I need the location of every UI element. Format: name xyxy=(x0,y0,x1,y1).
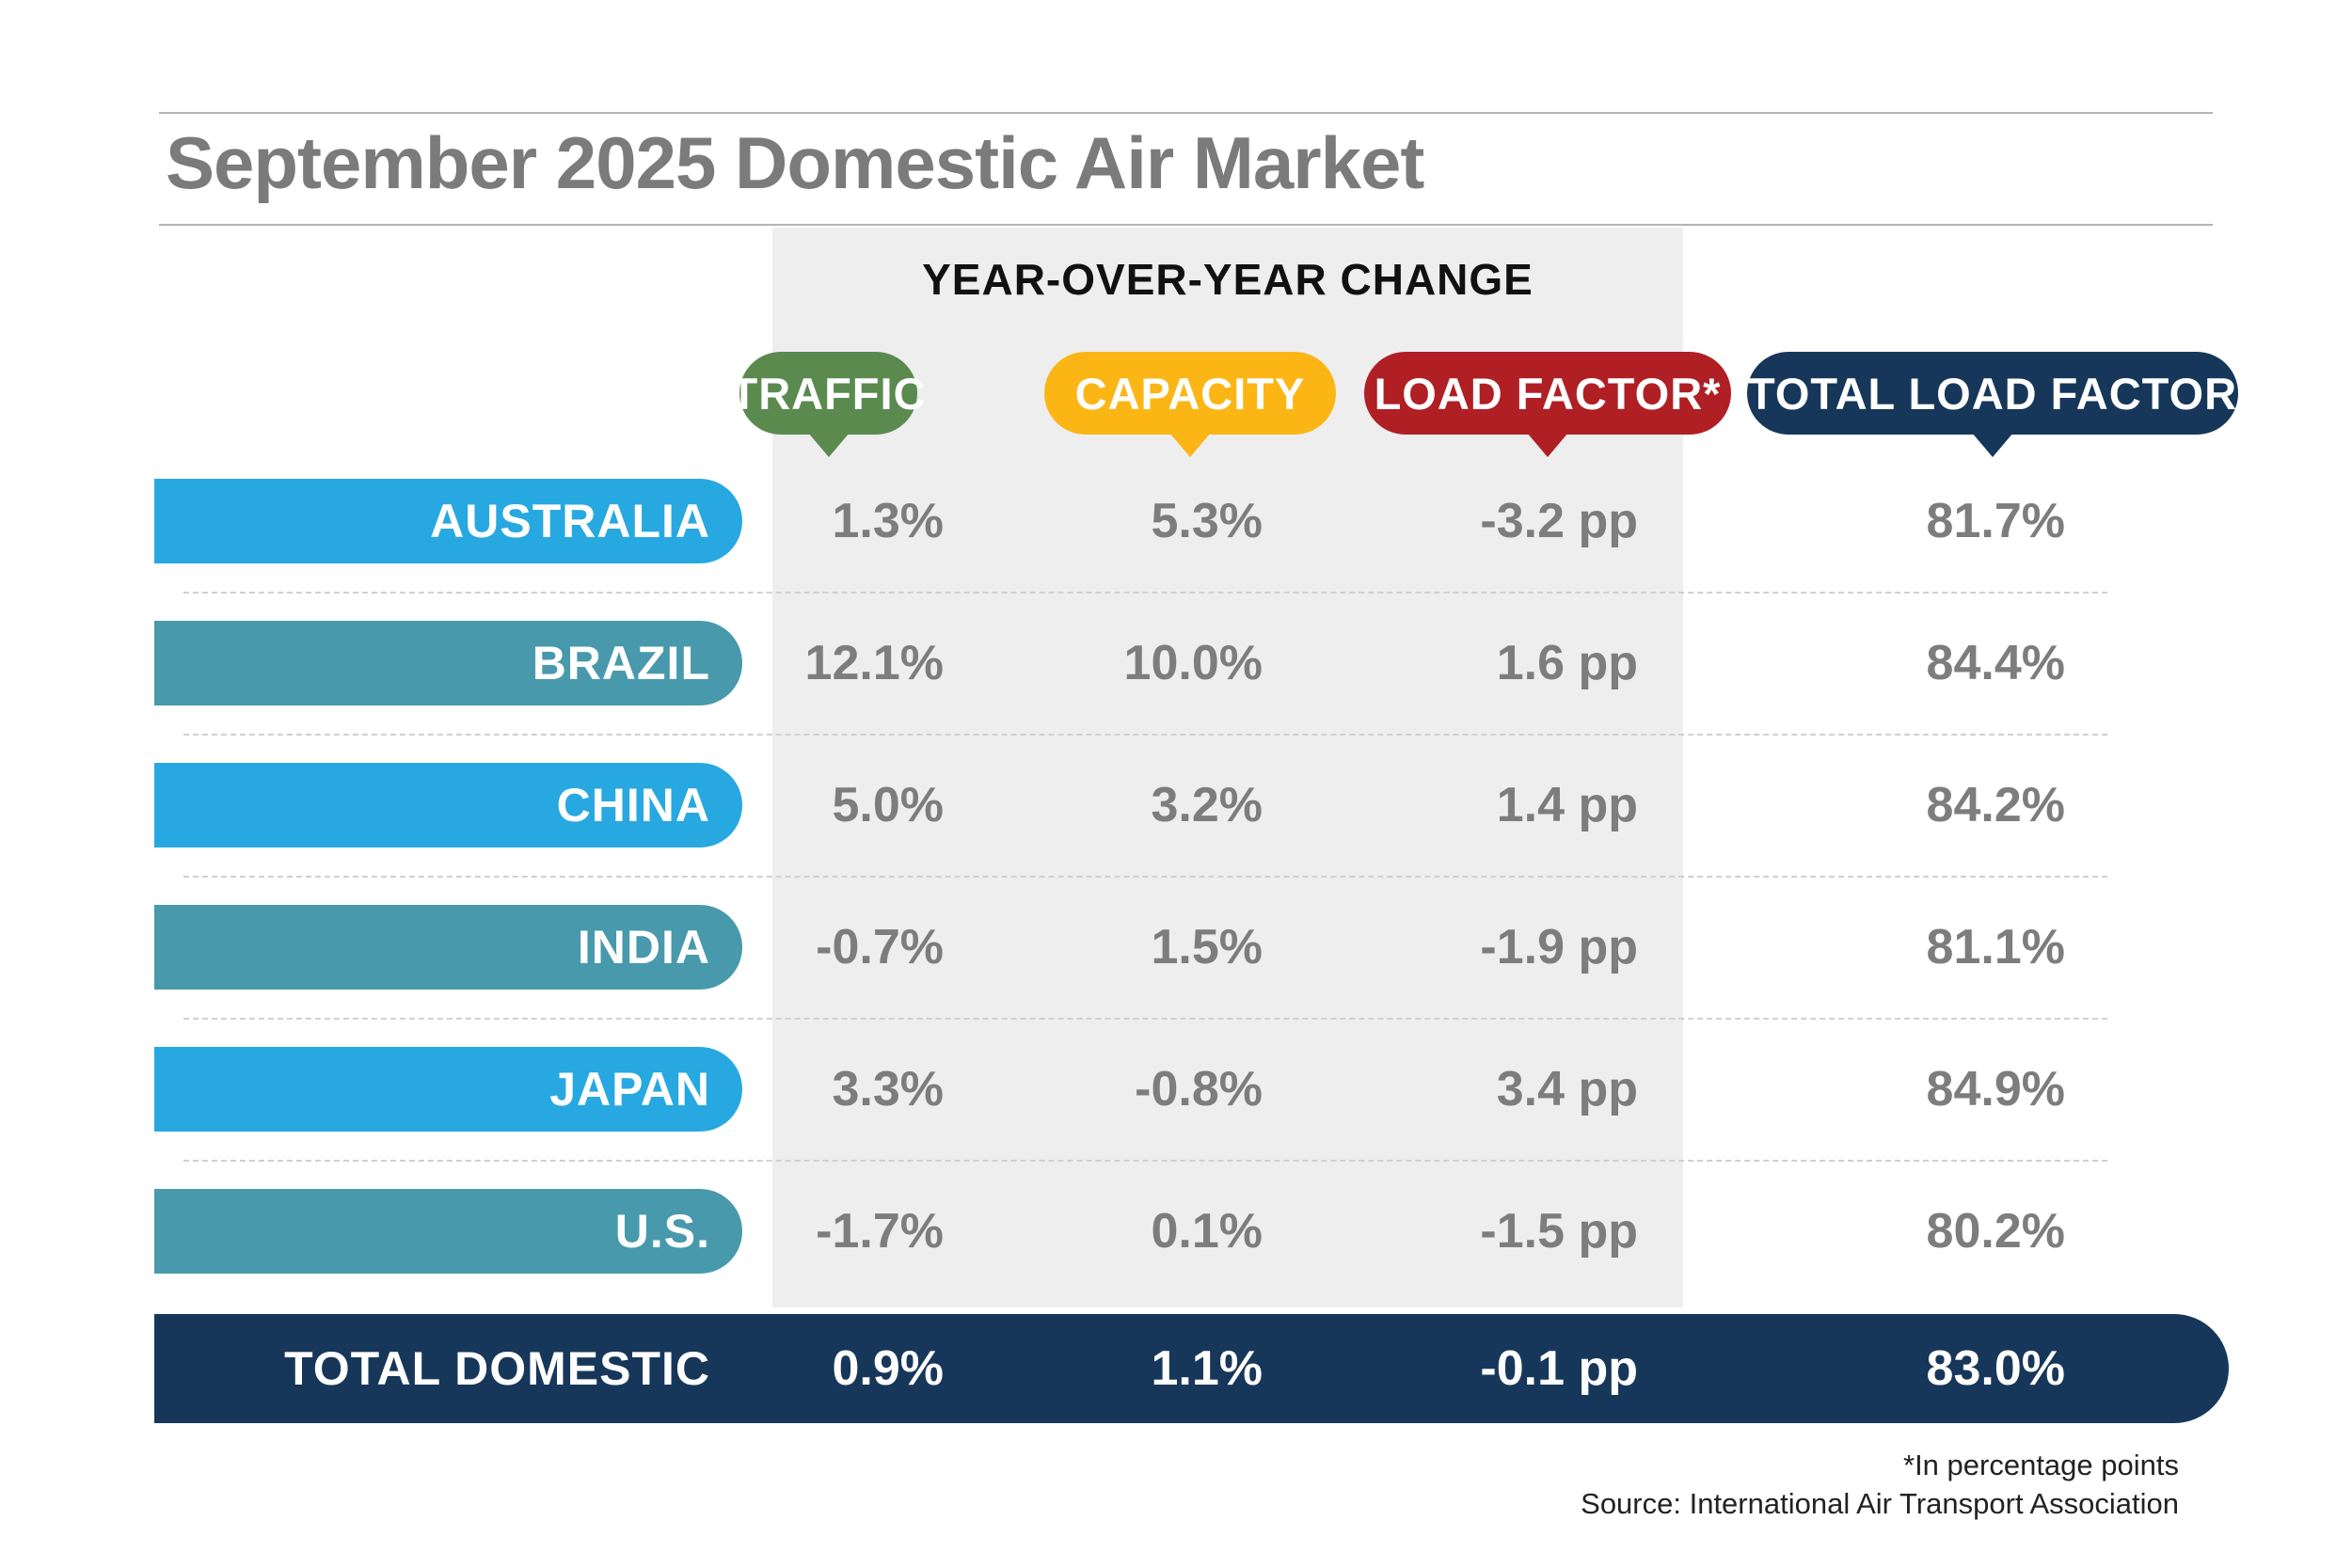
row-label: AUSTRALIA xyxy=(154,479,742,563)
total-value-load-factor: -0.1 pp xyxy=(1480,1341,1638,1396)
column-header-traffic: TRAFFIC xyxy=(731,352,926,457)
row-label: JAPAN xyxy=(154,1047,742,1132)
value-cell-load-factor: -3.2 pp xyxy=(1480,494,1638,548)
value-cell-load-factor: -1.5 pp xyxy=(1480,1204,1638,1259)
row-divider xyxy=(183,734,2107,736)
row-label: CHINA xyxy=(154,763,742,847)
value-cell-load-factor: -1.9 pp xyxy=(1480,920,1638,974)
total-domestic-bar xyxy=(154,1314,2229,1423)
value-cell-traffic: 5.0% xyxy=(832,778,944,832)
value-cell-traffic: -1.7% xyxy=(816,1204,944,1259)
value-cell-load-factor: 1.6 pp xyxy=(1496,636,1638,690)
total-value-capacity: 1.1% xyxy=(1151,1341,1263,1396)
total-value-total-load-factor: 83.0% xyxy=(1926,1341,2065,1396)
yoy-group-header: YEAR-OVER-YEAR CHANGE xyxy=(922,255,1534,304)
column-header-load-factor: LOAD FACTOR* xyxy=(1364,352,1731,457)
value-cell-capacity: 1.5% xyxy=(1151,920,1263,974)
value-cell-traffic: 3.3% xyxy=(832,1062,944,1117)
title-underline xyxy=(159,224,2213,226)
value-cell-traffic: 12.1% xyxy=(804,636,944,690)
row-label: U.S. xyxy=(154,1189,742,1274)
value-cell-total-load-factor: 80.2% xyxy=(1926,1204,2065,1259)
value-cell-total-load-factor: 84.2% xyxy=(1926,778,2065,832)
top-rule xyxy=(159,112,2213,114)
footnote-source: Source: International Air Transport Asso… xyxy=(1581,1487,2179,1520)
value-cell-total-load-factor: 84.4% xyxy=(1926,636,2065,690)
value-cell-capacity: 3.2% xyxy=(1151,778,1263,832)
footnote-percentage-points: *In percentage points xyxy=(1903,1449,2179,1481)
column-header-total-load-factor: TOTAL LOAD FACTOR xyxy=(1747,352,2238,457)
row-divider xyxy=(183,876,2107,878)
column-header-capacity: CAPACITY xyxy=(1044,352,1336,457)
total-domestic-label: TOTAL DOMESTIC xyxy=(284,1342,710,1395)
value-cell-load-factor: 1.4 pp xyxy=(1496,778,1638,832)
value-cell-traffic: 1.3% xyxy=(832,494,944,548)
chart-title: September 2025 Domestic Air Market xyxy=(166,121,1424,204)
value-cell-capacity: 5.3% xyxy=(1151,494,1263,548)
row-label: BRAZIL xyxy=(154,621,742,705)
total-value-traffic: 0.9% xyxy=(832,1341,944,1396)
value-cell-total-load-factor: 81.1% xyxy=(1926,920,2065,974)
row-divider xyxy=(183,1160,2107,1162)
value-cell-traffic: -0.7% xyxy=(816,920,944,974)
row-divider xyxy=(183,1018,2107,1020)
value-cell-capacity: 10.0% xyxy=(1123,636,1263,690)
value-cell-load-factor: 3.4 pp xyxy=(1496,1062,1638,1117)
value-cell-capacity: -0.8% xyxy=(1135,1062,1263,1117)
row-label: INDIA xyxy=(154,905,742,990)
row-divider xyxy=(183,592,2107,594)
value-cell-capacity: 0.1% xyxy=(1151,1204,1263,1259)
value-cell-total-load-factor: 81.7% xyxy=(1926,494,2065,548)
value-cell-total-load-factor: 84.9% xyxy=(1926,1062,2065,1117)
